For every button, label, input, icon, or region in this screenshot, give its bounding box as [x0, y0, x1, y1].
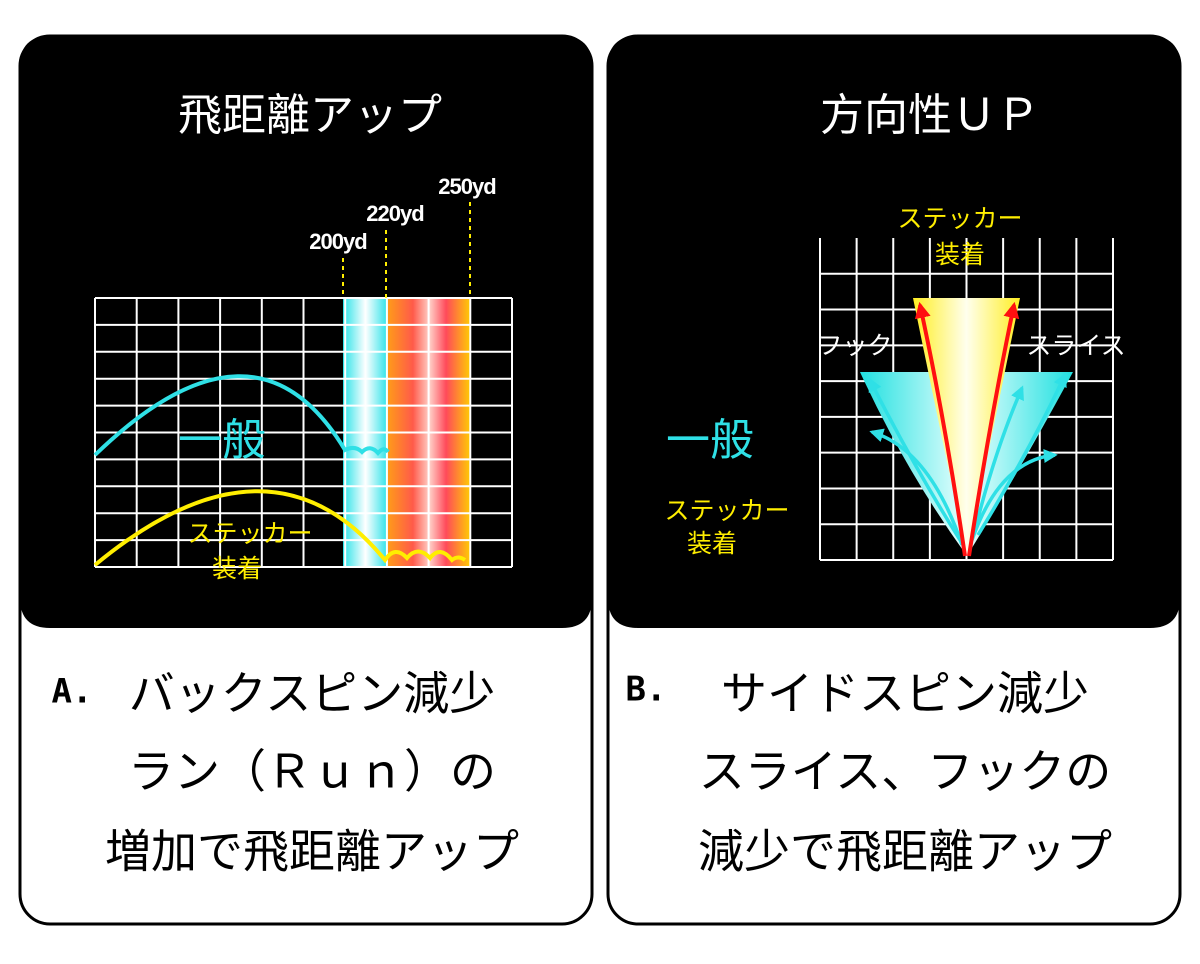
sticker-label: 装着 [212, 554, 262, 583]
grid [94, 297, 513, 568]
left-panel: 飛距離アップ 200yd 220yd 250yd 一般 ステッカー 装着 A. … [18, 34, 594, 926]
slice-label: スライス [1026, 331, 1125, 360]
sticker-label: 装着 [687, 529, 737, 558]
general-label: 一般 [178, 415, 266, 466]
arrow [868, 377, 962, 541]
sticker-label: ステッカー [187, 519, 312, 548]
sticker-trajectory [93, 489, 467, 567]
arrow [973, 385, 1024, 531]
distance-guides [342, 202, 471, 298]
sticker-arrows [914, 301, 1020, 557]
caption-marker: A. [52, 672, 93, 712]
caption-line: スライス、フックの [699, 745, 1112, 799]
arrow [914, 301, 967, 557]
general-label: 一般 [666, 415, 754, 466]
sticker-label: ステッカー [664, 496, 789, 525]
general-arrows [868, 372, 1067, 546]
panel-title: 方向性ＵＰ [820, 90, 1040, 141]
right-panel: 方向性ＵＰ ステッカー 装着 フック スライス 一般 ステッカー 装着 B. サ… [606, 34, 1182, 926]
sticker-label: ステッカー [897, 204, 1022, 233]
hook-label: フック [817, 331, 892, 360]
arrow [970, 449, 1058, 541]
sticker-label: 装着 [935, 240, 985, 269]
caption-line: 減少で飛距離アップ [698, 825, 1112, 879]
caption-line: サイドスピン減少 [721, 667, 1089, 721]
caption-marker: B. [626, 670, 667, 710]
caption-line: 増加で飛距離アップ [105, 825, 519, 879]
general-trajectory [93, 374, 390, 457]
caption-line: ラン（Ｒｕｎ）の [128, 745, 496, 799]
arrow [869, 428, 964, 546]
sticker-spread [913, 298, 1020, 556]
distance-label: 200yd [309, 229, 366, 254]
arrow [976, 372, 1067, 536]
arrow [967, 301, 1020, 557]
caption-line: バックスピン減少 [129, 667, 496, 721]
distance-label: 220yd [366, 201, 423, 226]
panel-title: 飛距離アップ [178, 90, 442, 141]
distance-label: 250yd [438, 174, 495, 199]
